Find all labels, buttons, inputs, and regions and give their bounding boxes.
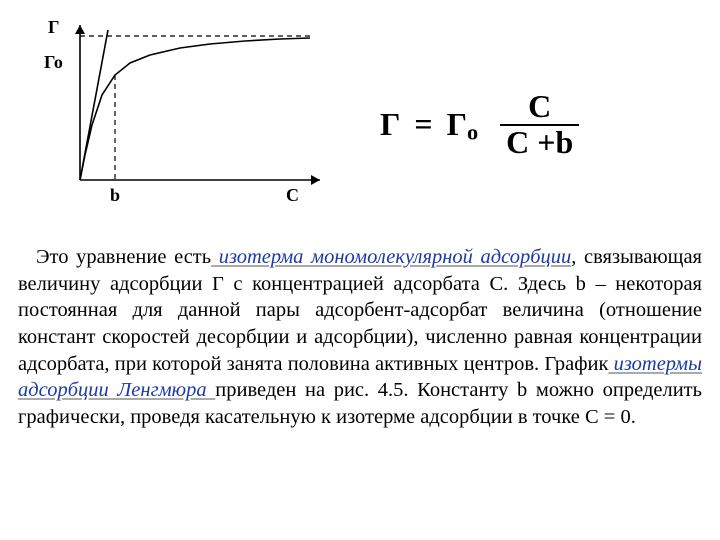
langmuir-isotherm-chart: Г Го b C <box>30 15 330 215</box>
y-axis-label: Г <box>48 17 59 37</box>
eq-equals: = <box>408 106 438 143</box>
eq-denom-right: b <box>556 124 574 160</box>
eq-fraction: C C +b <box>500 90 579 159</box>
y-asymptote-label: Го <box>44 52 63 72</box>
eq-coeff: Г <box>447 106 467 143</box>
x-tick-b-label: b <box>110 185 120 205</box>
description-paragraph: Это уравнение есть изотерма мономолекуля… <box>0 240 720 430</box>
eq-left: Г <box>380 106 400 143</box>
eq-numerator: C <box>500 90 579 126</box>
x-axis-label: C <box>286 185 299 205</box>
link-isotherm-monomolecular[interactable]: изотерма мономолекулярной адсорбции <box>211 246 571 268</box>
eq-denom-left: C <box>506 124 529 160</box>
eq-coeff-sub: o <box>467 119 478 144</box>
langmuir-equation: Г = Гo C C +b <box>380 90 700 159</box>
text-1: Это уравнение есть <box>36 246 211 268</box>
eq-denom-plus: + <box>537 124 555 160</box>
